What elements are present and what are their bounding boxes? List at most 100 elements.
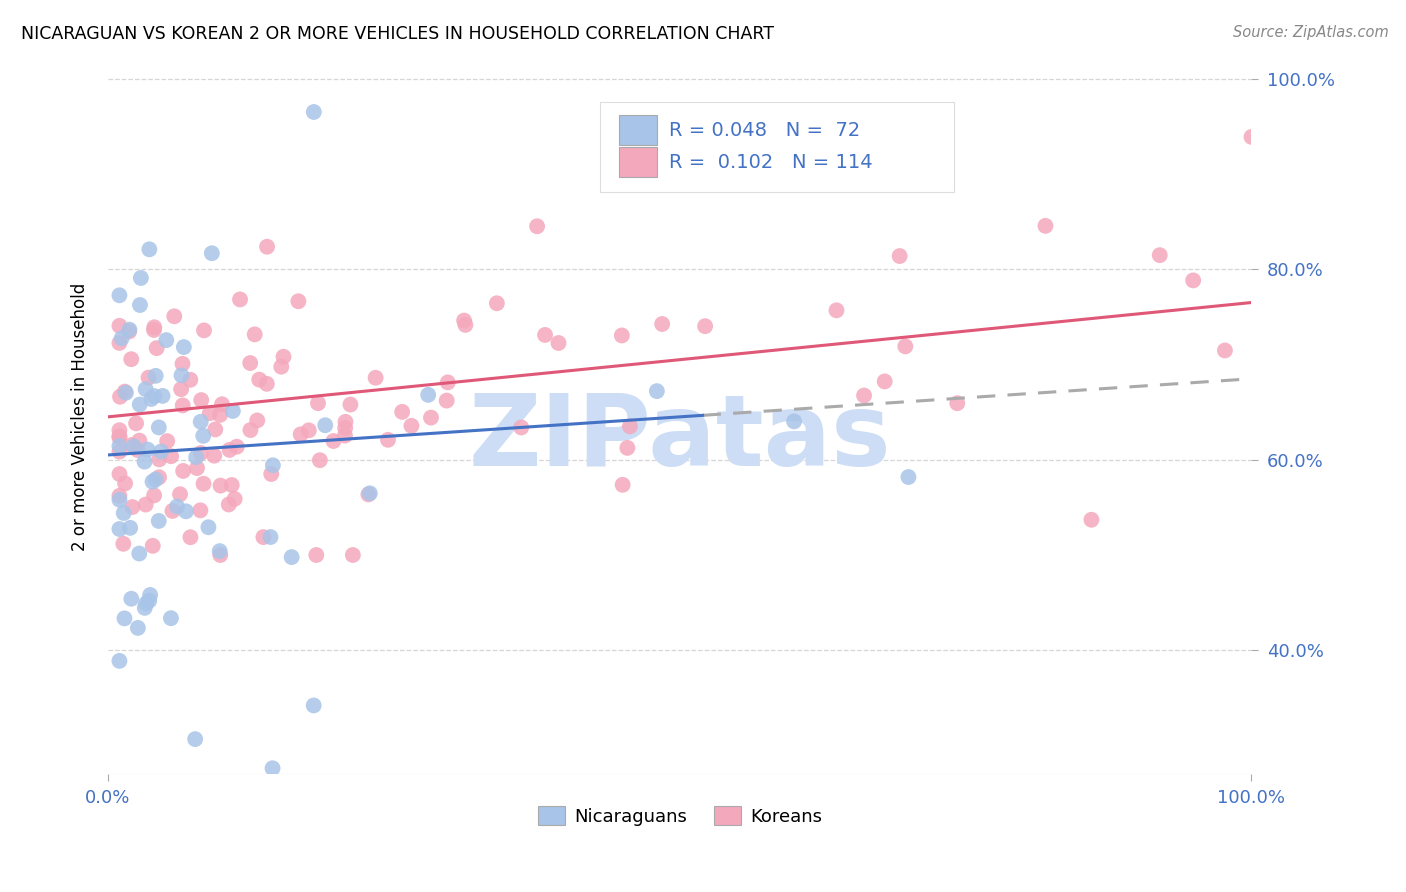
Point: [218, 498, 240, 512]
Point: [114, 611, 136, 625]
Point: [173, 340, 195, 354]
Point: [108, 429, 131, 443]
Point: [136, 442, 159, 457]
Point: [108, 423, 131, 437]
Point: [256, 376, 278, 391]
Point: [128, 434, 150, 448]
Point: [108, 492, 131, 507]
Point: [208, 544, 231, 558]
Point: [143, 323, 166, 337]
Point: [172, 357, 194, 371]
Point: [139, 588, 162, 602]
Point: [260, 467, 283, 481]
Point: [134, 600, 156, 615]
Point: [118, 325, 141, 339]
Point: [162, 504, 184, 518]
Point: [148, 452, 170, 467]
Text: R = 0.048   N =  72: R = 0.048 N = 72: [669, 120, 860, 140]
Point: [391, 405, 413, 419]
Point: [121, 438, 143, 452]
Point: [112, 506, 135, 520]
Point: [155, 333, 177, 347]
Point: [873, 375, 896, 389]
Point: [160, 611, 183, 625]
Point: [510, 420, 533, 434]
Point: [148, 470, 170, 484]
Point: [108, 430, 131, 444]
Point: [946, 396, 969, 410]
Point: [122, 439, 145, 453]
Point: [125, 417, 148, 431]
Point: [364, 371, 387, 385]
Y-axis label: 2 or more Vehicles in Household: 2 or more Vehicles in Household: [72, 283, 89, 551]
Point: [1149, 248, 1171, 262]
Point: [108, 467, 131, 481]
Point: [138, 370, 160, 384]
Point: [201, 246, 224, 260]
Point: [145, 341, 167, 355]
Point: [897, 470, 920, 484]
Point: [188, 503, 211, 517]
Point: [225, 440, 247, 454]
Point: [179, 530, 201, 544]
Point: [270, 359, 292, 374]
Point: [138, 243, 160, 257]
Point: [333, 428, 356, 442]
Point: [127, 442, 149, 457]
Text: NICARAGUAN VS KOREAN 2 OR MORE VEHICLES IN HOUSEHOLD CORRELATION CHART: NICARAGUAN VS KOREAN 2 OR MORE VEHICLES …: [21, 25, 775, 43]
Point: [143, 320, 166, 334]
Point: [174, 504, 197, 518]
Point: [229, 293, 252, 307]
Point: [114, 384, 136, 399]
Point: [1035, 219, 1057, 233]
Point: [145, 472, 167, 486]
Point: [169, 487, 191, 501]
Point: [307, 396, 329, 410]
Point: [115, 385, 138, 400]
Point: [1080, 513, 1102, 527]
Point: [224, 491, 246, 506]
Point: [243, 327, 266, 342]
Point: [526, 219, 548, 234]
FancyBboxPatch shape: [619, 147, 657, 178]
Point: [170, 368, 193, 383]
Point: [209, 408, 232, 422]
Point: [359, 486, 381, 500]
Point: [377, 433, 399, 447]
Point: [247, 373, 270, 387]
Point: [150, 444, 173, 458]
Point: [129, 298, 152, 312]
Point: [436, 393, 458, 408]
Point: [612, 478, 634, 492]
Point: [143, 488, 166, 502]
Point: [302, 105, 325, 120]
Text: R =  0.102   N = 114: R = 0.102 N = 114: [669, 153, 873, 172]
Point: [418, 388, 440, 402]
Point: [302, 698, 325, 713]
Point: [342, 548, 364, 562]
Point: [651, 317, 673, 331]
Point: [108, 444, 131, 458]
Point: [179, 373, 201, 387]
Point: [128, 397, 150, 411]
Point: [142, 539, 165, 553]
Point: [401, 418, 423, 433]
Point: [218, 442, 240, 457]
Point: [239, 423, 262, 437]
Point: [135, 382, 157, 396]
Point: [209, 548, 232, 562]
Point: [262, 761, 284, 775]
Point: [534, 328, 557, 343]
Point: [825, 303, 848, 318]
Point: [134, 455, 156, 469]
Point: [1213, 343, 1236, 358]
Point: [853, 388, 876, 402]
Point: [290, 427, 312, 442]
Point: [120, 591, 142, 606]
FancyBboxPatch shape: [600, 103, 955, 192]
Point: [645, 384, 668, 398]
Point: [339, 398, 361, 412]
Point: [889, 249, 911, 263]
Point: [357, 487, 380, 501]
Point: [121, 500, 143, 514]
